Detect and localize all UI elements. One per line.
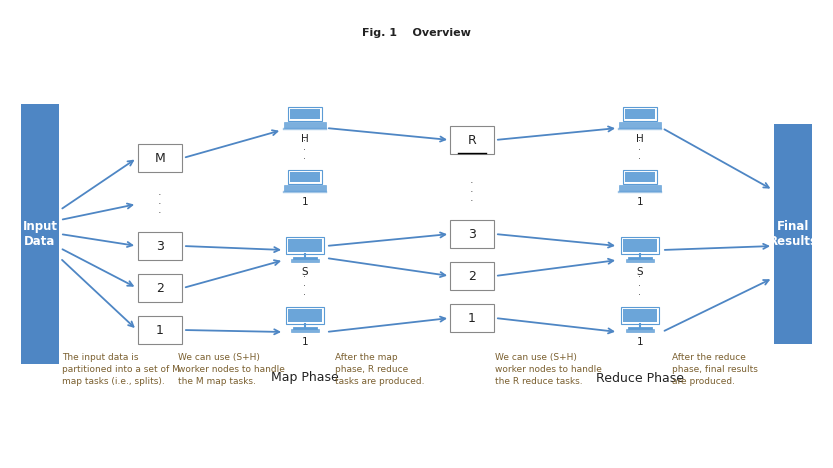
Text: Final
Results: Final Results [769,220,817,248]
FancyBboxPatch shape [623,107,657,121]
Text: After the map
phase, R reduce
tasks are produced.: After the map phase, R reduce tasks are … [335,353,425,386]
FancyBboxPatch shape [283,128,327,130]
Text: Input
Data: Input Data [22,220,57,248]
FancyBboxPatch shape [450,262,494,290]
Text: Reduce Phase: Reduce Phase [596,372,684,385]
Text: After the reduce
phase, final results
are produced.: After the reduce phase, final results ar… [672,353,758,386]
FancyBboxPatch shape [290,109,320,119]
Text: We can use (S+H)
worker nodes to handle
the R reduce tasks.: We can use (S+H) worker nodes to handle … [495,353,602,386]
FancyBboxPatch shape [286,307,324,324]
FancyBboxPatch shape [618,128,662,130]
Text: 1: 1 [636,197,643,207]
Text: 1: 1 [302,197,308,207]
FancyBboxPatch shape [284,185,326,191]
Text: R: R [467,133,476,146]
FancyBboxPatch shape [618,191,662,193]
FancyBboxPatch shape [291,259,319,263]
FancyBboxPatch shape [621,307,659,324]
FancyBboxPatch shape [290,172,320,183]
FancyBboxPatch shape [450,126,494,154]
FancyBboxPatch shape [287,170,322,184]
FancyBboxPatch shape [138,274,182,302]
FancyBboxPatch shape [138,144,182,172]
FancyBboxPatch shape [623,170,657,184]
FancyBboxPatch shape [623,239,657,252]
Text: ·
·
·: · · · [470,178,474,206]
Text: 1: 1 [468,312,476,324]
Text: S: S [636,267,643,277]
Text: M: M [155,152,166,164]
Text: H: H [636,134,644,144]
FancyBboxPatch shape [286,237,324,254]
Text: We can use (S+H)
worker nodes to handle
the M map tasks.: We can use (S+H) worker nodes to handle … [178,353,285,386]
FancyBboxPatch shape [619,185,661,191]
Text: ·
·
·: · · · [639,136,641,164]
FancyBboxPatch shape [626,329,654,332]
FancyBboxPatch shape [626,259,654,263]
FancyBboxPatch shape [619,123,661,128]
FancyBboxPatch shape [625,109,656,119]
Text: H: H [301,134,309,144]
Text: ·
·
·: · · · [303,272,307,300]
FancyBboxPatch shape [283,191,327,193]
Text: ·
·
·: · · · [303,136,307,164]
Text: 3: 3 [468,227,476,241]
FancyBboxPatch shape [287,107,322,121]
FancyBboxPatch shape [288,239,322,252]
Text: 1: 1 [156,323,164,336]
FancyBboxPatch shape [291,329,319,332]
FancyBboxPatch shape [774,124,812,344]
Text: The input data is
partitioned into a set of M
map tasks (i.e., splits).: The input data is partitioned into a set… [62,353,180,386]
FancyBboxPatch shape [625,172,656,183]
Text: Map Phase: Map Phase [271,372,339,385]
Text: 2: 2 [468,270,476,283]
FancyBboxPatch shape [21,104,59,364]
Text: Fig. 1    Overview: Fig. 1 Overview [362,28,471,38]
Text: 1: 1 [636,337,643,347]
Text: ·
·
·: · · · [158,190,162,218]
FancyBboxPatch shape [450,304,494,332]
Text: S: S [302,267,308,277]
FancyBboxPatch shape [138,232,182,260]
Text: 3: 3 [156,240,164,253]
Text: 2: 2 [156,281,164,294]
FancyBboxPatch shape [450,220,494,248]
FancyBboxPatch shape [288,309,322,322]
FancyBboxPatch shape [623,309,657,322]
FancyBboxPatch shape [284,123,326,128]
FancyBboxPatch shape [621,237,659,254]
Text: 1: 1 [302,337,308,347]
FancyBboxPatch shape [138,316,182,344]
Text: ·
·
·: · · · [639,272,641,300]
